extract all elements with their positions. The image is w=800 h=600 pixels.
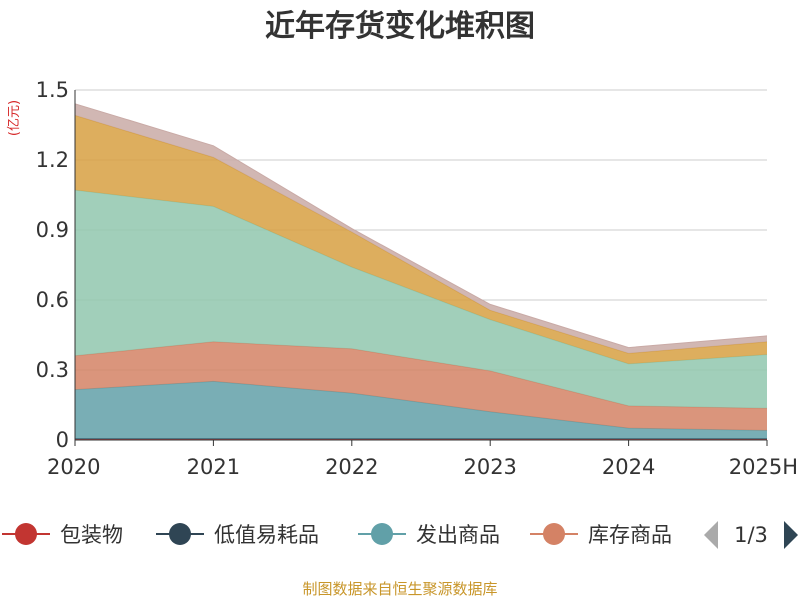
legend-pager[interactable]: 1/3 bbox=[704, 521, 798, 549]
y-tick-label: 1.5 bbox=[36, 78, 69, 102]
series-area-6 bbox=[75, 103, 767, 354]
axes: 2020 2021 2022 2023 2024 2025H bbox=[47, 90, 798, 479]
legend-item[interactable]: 低值易耗品 bbox=[156, 523, 319, 547]
series-area-5 bbox=[75, 115, 767, 364]
x-tick-label: 2022 bbox=[325, 455, 378, 479]
legend-marker-icon bbox=[169, 523, 191, 545]
grid-lines: 0 0.3 0.6 0.9 1.2 1.5 bbox=[36, 78, 767, 452]
series-area-3 bbox=[75, 341, 767, 431]
x-tick-label: 2024 bbox=[602, 455, 655, 479]
legend-marker-icon bbox=[543, 523, 565, 545]
legend-marker-icon bbox=[15, 523, 37, 545]
series-area-4 bbox=[75, 190, 767, 409]
legend-item[interactable]: 包装物 bbox=[2, 523, 123, 547]
legend-label: 库存商品 bbox=[588, 523, 672, 547]
legend-item[interactable]: 发出商品 bbox=[358, 523, 500, 547]
x-tick-label: 2020 bbox=[47, 455, 100, 479]
legend-next-arrow-icon[interactable] bbox=[784, 521, 798, 549]
x-tick-label: 2023 bbox=[463, 455, 516, 479]
legend-prev-arrow-icon[interactable] bbox=[704, 521, 718, 549]
legend-label: 包装物 bbox=[60, 523, 123, 547]
series-areas bbox=[74, 103, 768, 440]
legend-page-indicator: 1/3 bbox=[734, 523, 768, 547]
chart-title: 近年存货变化堆积图 bbox=[265, 9, 535, 44]
y-axis-unit: (亿元) bbox=[7, 100, 22, 136]
y-tick-label: 0.3 bbox=[36, 358, 69, 382]
legend-item[interactable]: 库存商品 bbox=[530, 523, 672, 547]
y-tick-label: 0 bbox=[56, 428, 69, 452]
legend-label: 低值易耗品 bbox=[214, 523, 319, 547]
legend-marker-icon bbox=[371, 523, 393, 545]
y-tick-label: 0.9 bbox=[36, 218, 69, 242]
x-tick-label: 2025H bbox=[729, 455, 798, 479]
y-tick-label: 0.6 bbox=[36, 288, 69, 312]
x-tick-label: 2021 bbox=[187, 455, 240, 479]
data-source-note: 制图数据来自恒生聚源数据库 bbox=[302, 580, 497, 598]
legend-label: 发出商品 bbox=[416, 523, 500, 547]
series-line-6 bbox=[74, 103, 768, 349]
legend[interactable]: 包装物 低值易耗品 发出商品 库存商品 bbox=[2, 523, 672, 547]
y-tick-label: 1.2 bbox=[36, 148, 69, 172]
